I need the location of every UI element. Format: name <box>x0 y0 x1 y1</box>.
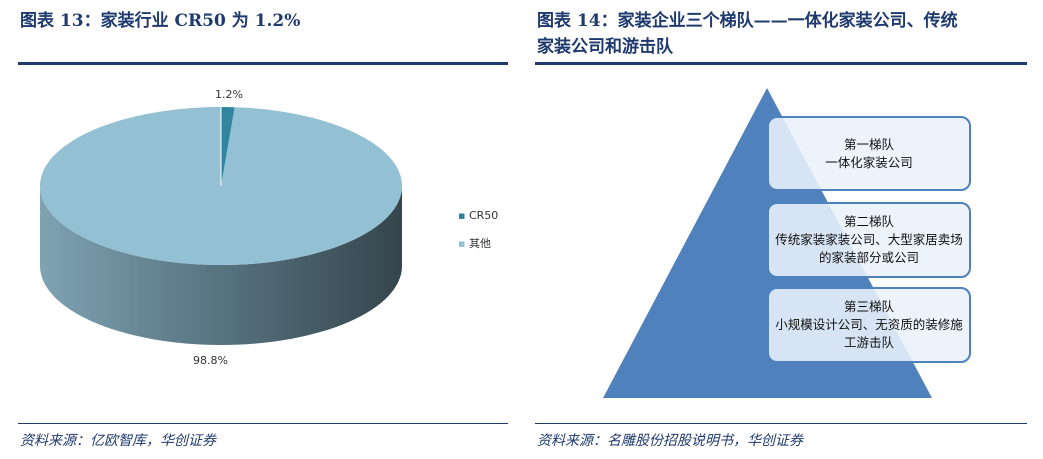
figure-14-source: 资料来源：名雕股份招股说明书，华创证券 <box>537 433 803 449</box>
legend-marker: ▪ <box>458 237 466 250</box>
tier-1-box: 第一梯队一体化家装公司 <box>767 116 971 191</box>
legend-label: 其他 <box>468 237 491 250</box>
figure-13-source: 资料来源：亿欧智库，华创证券 <box>20 433 216 449</box>
legend-marker: ▪ <box>458 209 466 222</box>
divider <box>18 423 508 424</box>
tier-name: 第一梯队 <box>843 136 894 152</box>
legend-cr50: ▪ CR50 <box>458 209 498 222</box>
figure-14-title-line2: 家装公司和游击队 <box>537 37 673 57</box>
tier-desc: 小规模设计公司、无资质的装修施工游击队 <box>775 317 963 350</box>
divider <box>535 423 1027 424</box>
tier-name: 第二梯队 <box>843 214 894 229</box>
legend-label: CR50 <box>468 209 499 222</box>
tier-2-box: 第二梯队传统家装家装公司、大型家居卖场的家装部分或公司 <box>767 202 971 278</box>
figure-14-title-line1: 图表 14：家装企业三个梯队——一体化家装公司、传统 <box>537 11 958 31</box>
pie-side <box>40 186 402 345</box>
pie-slice-cr50 <box>221 107 235 186</box>
tier-name: 第三梯队 <box>843 299 894 314</box>
divider <box>18 62 508 65</box>
data-label-other: 98.8% <box>193 354 228 367</box>
figure-13-title: 图表 13：家装行业 CR50 为 1.2% <box>20 11 301 31</box>
tier-desc: 传统家装家装公司、大型家居卖场的家装部分或公司 <box>775 232 963 265</box>
tier-desc: 一体化家装公司 <box>825 154 913 170</box>
data-label-cr50: 1.2% <box>215 88 243 101</box>
legend-other: ▪ 其他 <box>458 235 491 251</box>
divider <box>535 62 1027 65</box>
tier-3-box: 第三梯队小规模设计公司、无资质的装修施工游击队 <box>767 287 971 363</box>
